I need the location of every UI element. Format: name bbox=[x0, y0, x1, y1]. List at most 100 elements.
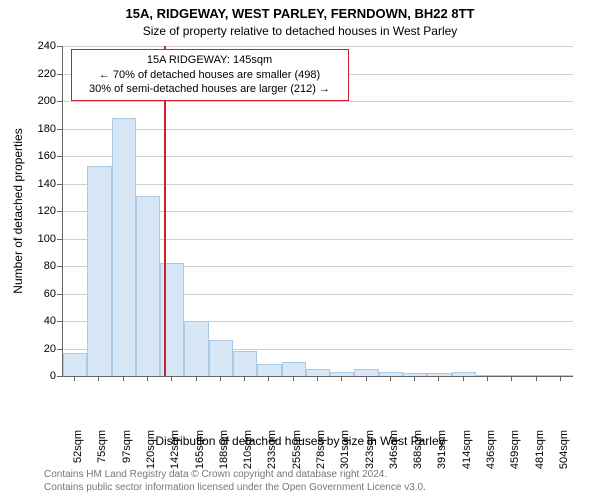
x-tick-label: 278sqm bbox=[315, 430, 327, 470]
y-tick-label: 0 bbox=[28, 370, 56, 382]
y-tick-mark bbox=[57, 101, 62, 102]
x-tick-label: 414sqm bbox=[461, 430, 473, 470]
x-tick-mark bbox=[244, 376, 245, 381]
y-tick-mark bbox=[57, 184, 62, 185]
y-tick-label: 140 bbox=[28, 178, 56, 190]
histogram-bar bbox=[549, 375, 573, 376]
histogram-bar bbox=[184, 321, 208, 376]
gridline bbox=[63, 156, 573, 157]
x-tick-mark bbox=[196, 376, 197, 381]
gridline bbox=[63, 46, 573, 47]
gridline bbox=[63, 129, 573, 130]
x-tick-mark bbox=[390, 376, 391, 381]
chart-title-address: 15A, RIDGEWAY, WEST PARLEY, FERNDOWN, BH… bbox=[0, 6, 600, 21]
x-tick-mark bbox=[560, 376, 561, 381]
histogram-bar bbox=[233, 351, 257, 376]
x-tick-mark bbox=[414, 376, 415, 381]
x-tick-mark bbox=[293, 376, 294, 381]
x-tick-label: 52sqm bbox=[72, 430, 84, 470]
y-tick-label: 60 bbox=[28, 288, 56, 300]
y-tick-mark bbox=[57, 266, 62, 267]
y-tick-label: 160 bbox=[28, 150, 56, 162]
y-tick-mark bbox=[57, 294, 62, 295]
histogram-bar bbox=[354, 369, 378, 376]
annotation-line: 30% of semi-detached houses are larger (… bbox=[78, 82, 342, 97]
y-tick-mark bbox=[57, 46, 62, 47]
x-tick-label: 391sqm bbox=[436, 430, 448, 470]
histogram-bar bbox=[209, 340, 233, 376]
histogram-bar bbox=[112, 118, 136, 377]
x-tick-mark bbox=[341, 376, 342, 381]
x-tick-mark bbox=[463, 376, 464, 381]
x-tick-mark bbox=[438, 376, 439, 381]
histogram-bar bbox=[330, 372, 354, 376]
x-tick-label: 368sqm bbox=[412, 430, 424, 470]
x-tick-mark bbox=[317, 376, 318, 381]
x-tick-mark bbox=[268, 376, 269, 381]
gridline bbox=[63, 184, 573, 185]
y-tick-label: 80 bbox=[28, 260, 56, 272]
y-tick-mark bbox=[57, 321, 62, 322]
x-tick-mark bbox=[487, 376, 488, 381]
annotation-box: 15A RIDGEWAY: 145sqm← 70% of detached ho… bbox=[71, 49, 349, 102]
x-tick-label: 142sqm bbox=[169, 430, 181, 470]
x-tick-label: 346sqm bbox=[388, 430, 400, 470]
x-tick-label: 459sqm bbox=[509, 430, 521, 470]
x-tick-label: 75sqm bbox=[96, 430, 108, 470]
y-tick-label: 200 bbox=[28, 95, 56, 107]
x-tick-mark bbox=[220, 376, 221, 381]
histogram-bar bbox=[87, 166, 111, 376]
histogram-bar bbox=[427, 373, 451, 376]
x-tick-label: 165sqm bbox=[194, 430, 206, 470]
chart-subtitle: Size of property relative to detached ho… bbox=[0, 24, 600, 38]
chart-page: 15A, RIDGEWAY, WEST PARLEY, FERNDOWN, BH… bbox=[0, 0, 600, 500]
histogram-bar bbox=[500, 375, 524, 376]
x-tick-mark bbox=[536, 376, 537, 381]
y-tick-label: 240 bbox=[28, 40, 56, 52]
y-tick-label: 180 bbox=[28, 123, 56, 135]
x-tick-label: 481sqm bbox=[534, 430, 546, 470]
x-tick-mark bbox=[147, 376, 148, 381]
histogram-bar bbox=[136, 196, 160, 376]
x-tick-mark bbox=[511, 376, 512, 381]
y-tick-label: 120 bbox=[28, 205, 56, 217]
x-tick-label: 233sqm bbox=[266, 430, 278, 470]
x-tick-mark bbox=[98, 376, 99, 381]
y-tick-mark bbox=[57, 349, 62, 350]
x-tick-label: 323sqm bbox=[364, 430, 376, 470]
x-tick-label: 188sqm bbox=[218, 430, 230, 470]
x-tick-mark bbox=[366, 376, 367, 381]
x-tick-label: 120sqm bbox=[145, 430, 157, 470]
y-tick-mark bbox=[57, 129, 62, 130]
histogram-bar bbox=[524, 375, 548, 376]
histogram-bar bbox=[282, 362, 306, 376]
y-tick-label: 220 bbox=[28, 68, 56, 80]
y-tick-mark bbox=[57, 211, 62, 212]
x-tick-label: 210sqm bbox=[242, 430, 254, 470]
histogram-bar bbox=[63, 353, 87, 376]
histogram-bar bbox=[452, 372, 476, 376]
histogram-bar bbox=[257, 364, 281, 376]
y-axis-label: Number of detached properties bbox=[11, 128, 25, 293]
y-tick-mark bbox=[57, 376, 62, 377]
y-tick-label: 40 bbox=[28, 315, 56, 327]
y-tick-label: 100 bbox=[28, 233, 56, 245]
x-tick-label: 436sqm bbox=[485, 430, 497, 470]
annotation-line: ← 70% of detached houses are smaller (49… bbox=[78, 68, 342, 83]
histogram-bar bbox=[379, 372, 403, 376]
footer-attribution: Contains HM Land Registry data © Crown c… bbox=[44, 468, 426, 494]
x-tick-mark bbox=[171, 376, 172, 381]
x-tick-label: 504sqm bbox=[558, 430, 570, 470]
annotation-line: 15A RIDGEWAY: 145sqm bbox=[78, 53, 342, 68]
histogram-bar bbox=[403, 373, 427, 376]
x-tick-mark bbox=[123, 376, 124, 381]
footer-line2: Contains public sector information licen… bbox=[44, 481, 426, 494]
x-tick-label: 301sqm bbox=[339, 430, 351, 470]
x-tick-label: 97sqm bbox=[121, 430, 133, 470]
x-tick-mark bbox=[74, 376, 75, 381]
y-tick-mark bbox=[57, 156, 62, 157]
x-tick-label: 255sqm bbox=[291, 430, 303, 470]
histogram-bar bbox=[306, 369, 330, 376]
y-tick-mark bbox=[57, 239, 62, 240]
y-tick-mark bbox=[57, 74, 62, 75]
